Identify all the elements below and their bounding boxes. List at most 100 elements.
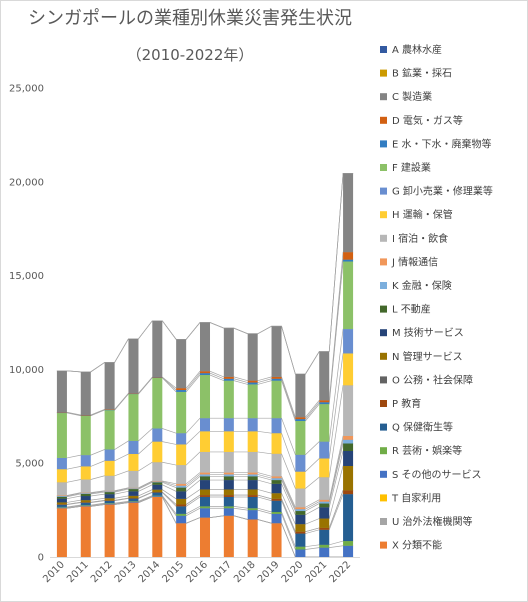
bar-segment (271, 483, 282, 494)
bar-segment (343, 451, 354, 467)
bar-segment (176, 523, 187, 557)
bar-segment (295, 514, 306, 525)
legend-label: G 卸小売業・修理業等 (392, 185, 493, 198)
bar-segment (247, 508, 258, 511)
bar-segment (343, 259, 354, 262)
bar-segment (247, 384, 258, 419)
legend-swatch (380, 69, 387, 77)
bar-segment (295, 546, 306, 550)
bar-segment (247, 489, 258, 496)
bar-segment (223, 476, 234, 481)
bar-segment (319, 547, 330, 557)
y-tick-label: 15,000 (9, 271, 44, 282)
bar-segment (56, 457, 67, 470)
legend-label: J 情報通信 (391, 255, 438, 268)
bar-segment (247, 474, 258, 477)
bar-segment (152, 428, 163, 442)
bar-segment (176, 487, 187, 492)
legend-label: N 管理サービス (392, 350, 463, 363)
bar-segment (128, 454, 139, 471)
bar-segment (176, 506, 187, 514)
bar-segment (176, 491, 187, 499)
chart-subtitle: （2010-2022年） (126, 46, 254, 64)
bar-segment (128, 498, 139, 502)
bar-segment (343, 385, 354, 436)
bar-segment (247, 480, 258, 490)
bar-segment (343, 545, 354, 557)
bar-segment (271, 511, 282, 514)
bar-segment (199, 451, 211, 473)
y-axis: 0 5,000 10,000 15,000 20,000 25,000 (9, 84, 44, 564)
legend-swatch (380, 376, 387, 384)
bar-segment (80, 492, 91, 494)
bar-segment (80, 455, 91, 467)
bar-segment (128, 501, 139, 502)
bar-segment (80, 466, 91, 480)
bar-segment (271, 523, 282, 557)
bar-segment (199, 496, 211, 507)
bar-segment (271, 480, 282, 484)
bar-segment (247, 510, 258, 520)
bar-segment (223, 472, 234, 475)
bar-segment (343, 329, 354, 354)
bar-segment (199, 373, 211, 376)
legend-label: M 技術サービス (392, 326, 464, 339)
bar-segment (176, 513, 187, 516)
bar-segment (104, 362, 115, 410)
legend-label: E 水・下水・廃棄物等 (392, 137, 492, 150)
bar-segment (152, 496, 163, 557)
bar-segment (271, 376, 282, 379)
bar-segment (295, 511, 306, 515)
legend-label: U 治外法権機関等 (392, 515, 473, 528)
x-tick-label: 2013 (113, 559, 139, 585)
x-tick-label: 2016 (184, 559, 210, 585)
chart-title: シンガポールの業種別休業災害発生状況 (28, 8, 352, 29)
bar-segment (128, 393, 139, 394)
bar-segment (104, 475, 115, 491)
bar-segment (295, 507, 306, 510)
bar-segment (295, 454, 306, 472)
bar-segment (247, 519, 258, 557)
bar-segment (56, 502, 67, 505)
bar-segment (319, 503, 330, 508)
legend-swatch (380, 211, 387, 219)
bar-segment (104, 460, 115, 476)
bar-segment (104, 409, 115, 411)
bar-segment (271, 433, 282, 454)
bar-segment (319, 458, 330, 478)
bar-segment (343, 443, 354, 452)
bar-segment (80, 479, 91, 493)
bar-segment (128, 470, 139, 488)
bar-segment (80, 493, 91, 497)
bar-segment (295, 531, 306, 534)
bar-segment (199, 472, 211, 475)
bar-segment (80, 505, 91, 506)
x-tick-label: 2018 (232, 559, 258, 585)
bar-segment (152, 441, 163, 463)
legend-label: T 自家利用 (391, 491, 441, 504)
bar-segment (295, 471, 306, 489)
legend-swatch (380, 282, 387, 289)
y-tick-label: 20,000 (9, 177, 44, 188)
y-tick-label: 5,000 (15, 459, 44, 470)
bar-segment (56, 508, 67, 557)
bar-segment (271, 380, 282, 419)
bar-segment (199, 506, 211, 509)
legend-swatch (380, 93, 387, 101)
bar-segment (152, 489, 163, 493)
bar-segment (295, 549, 306, 557)
bar-segment (80, 500, 91, 503)
legend-swatch (380, 140, 387, 148)
bar-segment (319, 518, 330, 528)
bar-segment (152, 482, 163, 485)
bar-segment (271, 418, 282, 434)
bar-segment (223, 328, 234, 377)
bar-segment (80, 502, 91, 506)
bar-segment (199, 375, 211, 419)
bar-segment (176, 391, 187, 434)
bar-segment (104, 500, 115, 501)
bar-segment (223, 380, 234, 419)
bar-segment (152, 496, 163, 497)
legend-label: B 鉱業・採石 (392, 67, 452, 80)
legend: A 農林水産 B 鉱業・採石 C 製造業 D 電気・ガス等 E 水・下水・廃棄物等 F 建… (380, 43, 493, 552)
